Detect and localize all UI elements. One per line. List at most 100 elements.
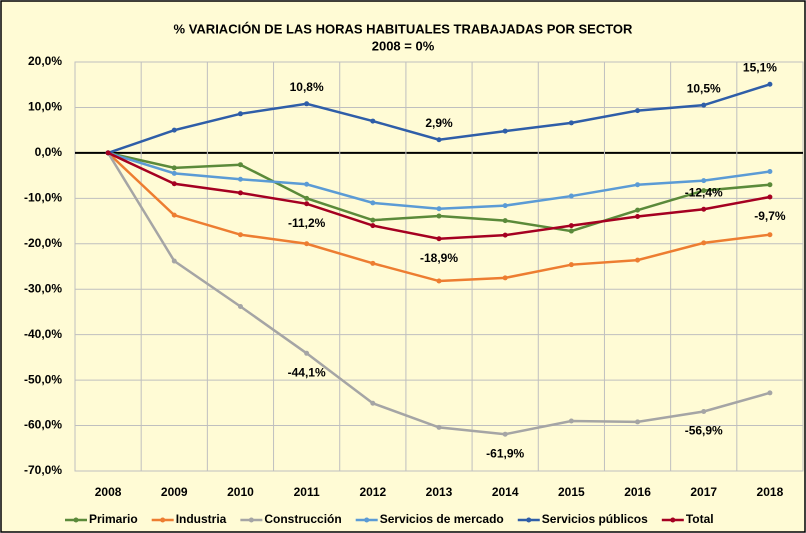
- data-point: [568, 120, 574, 126]
- x-tick-label: 2013: [426, 485, 453, 499]
- data-point: [767, 182, 773, 188]
- legend-marker: [248, 517, 254, 523]
- data-point: [171, 170, 177, 176]
- data-point: [701, 102, 707, 108]
- data-point: [171, 212, 177, 218]
- data-point: [370, 118, 376, 124]
- data-point: [701, 408, 707, 414]
- legend-marker: [526, 517, 532, 523]
- x-tick-label: 2011: [294, 485, 320, 499]
- y-tick-label: -50,0%: [24, 372, 62, 386]
- data-point: [436, 213, 442, 219]
- data-point: [767, 390, 773, 396]
- data-point: [568, 228, 574, 234]
- data-point: [502, 128, 508, 134]
- data-point: [237, 303, 243, 309]
- data-point: [568, 418, 574, 424]
- data-point: [304, 350, 310, 356]
- data-point: [701, 206, 707, 212]
- data-point: [635, 419, 641, 425]
- legend-marker: [73, 517, 79, 523]
- data-point: [635, 108, 641, 114]
- legend-marker: [160, 517, 166, 523]
- data-label: 2,9%: [425, 116, 453, 130]
- data-point: [568, 223, 574, 229]
- data-point: [502, 218, 508, 224]
- data-point: [502, 431, 508, 437]
- data-point: [237, 176, 243, 182]
- legend-marker: [670, 517, 676, 523]
- data-point: [370, 217, 376, 223]
- data-point: [171, 181, 177, 187]
- data-point: [635, 214, 641, 220]
- data-point: [237, 190, 243, 196]
- data-point: [436, 278, 442, 284]
- x-tick-label: 2018: [757, 485, 784, 499]
- legend: Primario Industria Construcción Servicios d…: [65, 512, 714, 526]
- data-label: -44,1%: [288, 365, 326, 379]
- legend-label: Servicios públicos: [542, 512, 648, 526]
- data-point: [237, 232, 243, 238]
- legend-label: Construcción: [264, 512, 341, 526]
- y-tick-label: -40,0%: [24, 327, 62, 341]
- x-tick-label: 2012: [359, 485, 386, 499]
- data-label: -12,4%: [685, 185, 723, 199]
- data-point: [701, 240, 707, 246]
- data-point: [171, 165, 177, 171]
- y-tick-label: -70,0%: [24, 463, 62, 477]
- data-label: 15,1%: [743, 60, 777, 74]
- data-point: [701, 178, 707, 184]
- data-point: [568, 193, 574, 199]
- data-point: [171, 258, 177, 264]
- data-point: [370, 223, 376, 229]
- legend-label: Total: [686, 512, 714, 526]
- y-tick-label: -10,0%: [24, 191, 62, 205]
- data-point: [635, 182, 641, 188]
- data-point: [502, 275, 508, 281]
- x-tick-label: 2016: [624, 485, 651, 499]
- data-point: [237, 162, 243, 168]
- data-point: [370, 400, 376, 406]
- data-point: [568, 262, 574, 268]
- data-point: [370, 260, 376, 266]
- data-point: [171, 127, 177, 133]
- data-point: [304, 241, 310, 247]
- data-point: [304, 195, 310, 201]
- x-tick-label: 2014: [492, 485, 519, 499]
- data-point: [370, 200, 376, 206]
- legend-label: Primario: [89, 512, 138, 526]
- data-point: [767, 232, 773, 238]
- data-point: [105, 150, 111, 156]
- y-tick-label: -30,0%: [24, 281, 62, 295]
- data-point: [767, 194, 773, 200]
- data-label: -61,9%: [486, 446, 524, 460]
- data-point: [502, 203, 508, 209]
- data-point: [635, 257, 641, 263]
- y-tick-label: -60,0%: [24, 418, 62, 432]
- x-tick-label: 2009: [161, 485, 188, 499]
- data-point: [436, 236, 442, 242]
- data-label: -56,9%: [685, 424, 723, 438]
- data-point: [304, 101, 310, 107]
- y-tick-label: 10,0%: [28, 100, 62, 114]
- x-tick-label: 2017: [690, 485, 717, 499]
- y-tick-label: -20,0%: [24, 236, 62, 250]
- data-point: [767, 81, 773, 87]
- data-label: -11,2%: [288, 216, 326, 230]
- x-tick-label: 2008: [95, 485, 122, 499]
- legend-marker: [364, 517, 370, 523]
- data-point: [304, 181, 310, 187]
- data-point: [635, 207, 641, 213]
- data-point: [436, 424, 442, 430]
- y-tick-label: 0,0%: [35, 145, 63, 159]
- data-point: [436, 206, 442, 212]
- data-point: [304, 201, 310, 207]
- legend-label: Servicios de mercado: [380, 512, 504, 526]
- data-label: 10,8%: [290, 80, 324, 94]
- data-label: -9,7%: [754, 209, 786, 223]
- data-label: -18,9%: [420, 251, 458, 265]
- data-point: [767, 169, 773, 175]
- x-tick-label: 2010: [227, 485, 254, 499]
